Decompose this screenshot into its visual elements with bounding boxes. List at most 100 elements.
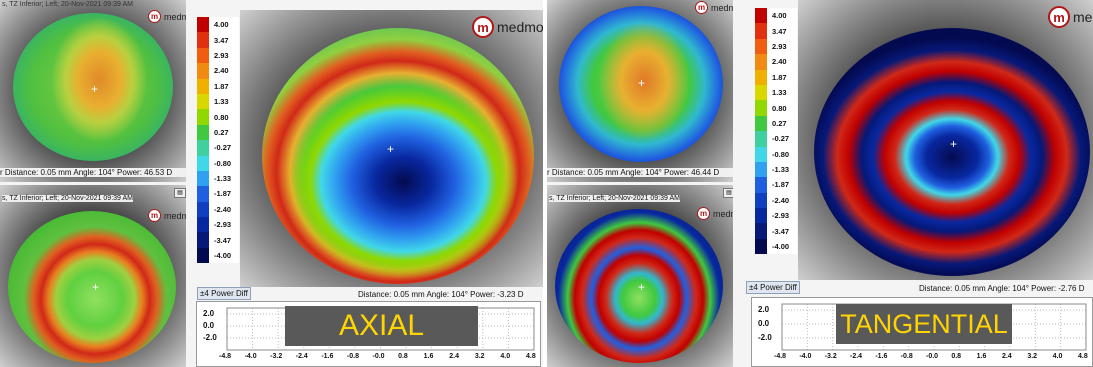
- scale-swatch: [197, 170, 209, 187]
- scale-value: -3.47: [214, 235, 232, 245]
- scale-swatch: [755, 223, 767, 239]
- tangential-difference-topography-map[interactable]: [814, 28, 1090, 276]
- scale-swatch: [755, 192, 767, 209]
- scale-value: -3.47: [772, 226, 790, 236]
- x-tick-label: -3.2: [270, 353, 283, 360]
- x-tick-label: -1.6: [875, 353, 888, 360]
- menu-button[interactable]: ▤: [174, 188, 186, 198]
- tangential-difference-map-pane: m medmont +: [798, 0, 1093, 280]
- scale-swatch: [755, 177, 767, 193]
- scale-row: 1.87: [755, 69, 797, 85]
- scale-swatch: [197, 32, 209, 48]
- scale-value: -0.80: [214, 158, 232, 168]
- medmont-logo: m medmont: [1048, 6, 1093, 28]
- x-tick-label: -2.4: [850, 353, 863, 360]
- scale-value: 2.40: [772, 57, 787, 67]
- axial-before-map-pane: s, TZ Inferior; Left; 20-Nov-2021 09:39 …: [0, 0, 186, 182]
- scale-row: 1.87: [197, 78, 239, 94]
- scale-value: 3.47: [214, 35, 229, 45]
- center-crosshair-icon: +: [387, 142, 395, 156]
- y-tick-label: 0.0: [758, 319, 770, 328]
- scale-row: 1.33: [197, 93, 239, 110]
- x-tick-label: 4.8: [1078, 353, 1088, 360]
- scale-value: -1.33: [772, 165, 790, 175]
- map-status-readout: r Distance: 0.05 mm Angle: 104° Power: 4…: [0, 168, 186, 177]
- scale-swatch: [197, 247, 209, 264]
- scale-swatch: [197, 155, 209, 171]
- center-crosshair-icon: +: [91, 82, 99, 96]
- medmont-logo-icon: m: [148, 209, 161, 222]
- scale-swatch: [197, 201, 209, 218]
- x-tick-label: -1.6: [321, 353, 334, 360]
- scale-row: -3.47: [755, 223, 797, 239]
- y-tick-label: 2.0: [758, 305, 770, 314]
- axial-difference-topography-map[interactable]: [262, 28, 534, 284]
- scale-swatch: [755, 84, 767, 101]
- y-tick-label: -2.0: [758, 333, 772, 342]
- scale-row: -2.93: [755, 208, 797, 224]
- power-diff-button[interactable]: ±4 Power Diff: [746, 281, 800, 294]
- scale-value: 0.27: [772, 118, 787, 128]
- scale-value: -0.27: [772, 134, 790, 144]
- scale-row: 0.27: [755, 115, 797, 132]
- medmont-logo: m medmont: [148, 10, 186, 23]
- scale-swatch: [197, 63, 209, 79]
- scale-row: -3.47: [197, 232, 239, 248]
- x-tick-label: 1.6: [976, 353, 987, 360]
- map-header: s, TZ Inferior; Left; 20-Nov-2021 09:39 …: [549, 195, 680, 202]
- center-crosshair-icon: +: [92, 280, 100, 294]
- scale-row: 3.47: [755, 23, 797, 39]
- map-status-readout: Distance: 0.05 mm Angle: 104° Power: -2.…: [919, 284, 1085, 293]
- map-status-readout: r Distance: 0.05 mm Angle: 104° Power: 4…: [547, 168, 733, 177]
- scale-row: -0.27: [197, 140, 239, 156]
- scale-swatch: [755, 8, 767, 24]
- tangential-after-topography-map[interactable]: [555, 209, 723, 363]
- map-status-readout: Distance: 0.05 mm Angle: 104° Power: -3.…: [358, 290, 524, 299]
- scale-row: 4.00: [197, 17, 239, 33]
- scale-value: 2.93: [772, 41, 787, 51]
- scale-value: -2.40: [214, 204, 232, 214]
- scale-swatch: [197, 186, 209, 202]
- scale-value: 0.80: [214, 112, 229, 122]
- medmont-logo-icon: m: [472, 16, 494, 38]
- scale-row: -0.80: [197, 155, 239, 171]
- x-tick-label: 0.8: [951, 353, 962, 360]
- power-profile-graph: AXIAL -4.8 -4.0 -3.2 -2.4 -1.6 -0.8 -0.0 0.8 1.6…: [196, 301, 541, 367]
- menu-button[interactable]: ▤: [723, 188, 733, 198]
- tangential-before-topography-map[interactable]: [559, 6, 723, 162]
- scale-swatch: [755, 161, 767, 178]
- scale-swatch: [755, 238, 767, 255]
- scale-value: 2.93: [214, 50, 229, 60]
- scale-swatch: [197, 124, 209, 141]
- scale-row: -0.27: [755, 131, 797, 147]
- scale-row: 3.47: [197, 32, 239, 48]
- scale-row: -1.87: [755, 177, 797, 193]
- scale-swatch: [755, 208, 767, 224]
- scale-value: 1.33: [772, 88, 787, 98]
- scale-swatch: [755, 115, 767, 132]
- x-tick-label: -0.0: [372, 353, 385, 360]
- scale-value: -0.80: [772, 149, 790, 159]
- axial-after-map-pane: s, TZ Inferior; Left; 20-Nov-2021 09:39 …: [0, 185, 186, 367]
- scale-row: -1.87: [197, 186, 239, 202]
- axial-after-topography-map[interactable]: [8, 211, 176, 363]
- scale-swatch: [755, 38, 767, 55]
- y-tick-label: -2.0: [203, 333, 217, 342]
- scale-row: 0.80: [755, 100, 797, 116]
- scale-value: -2.93: [214, 220, 232, 230]
- power-diff-button[interactable]: ±4 Power Diff: [197, 287, 251, 300]
- scale-swatch: [197, 217, 209, 233]
- medmont-logo-icon: m: [1048, 6, 1070, 28]
- axial-before-topography-map[interactable]: [13, 13, 173, 161]
- scale-row: -1.33: [197, 170, 239, 187]
- scale-value: -2.93: [772, 211, 790, 221]
- scale-swatch: [197, 78, 209, 94]
- scale-value: 2.40: [214, 66, 229, 76]
- x-tick-label: 4.0: [1052, 353, 1063, 360]
- medmont-logo: m medmont: [695, 1, 733, 14]
- medmont-logo: m medmont: [697, 207, 733, 220]
- scale-value: -1.33: [214, 174, 232, 184]
- scale-swatch: [197, 140, 209, 156]
- scale-swatch: [755, 100, 767, 116]
- x-tick-label: -4.0: [244, 353, 257, 360]
